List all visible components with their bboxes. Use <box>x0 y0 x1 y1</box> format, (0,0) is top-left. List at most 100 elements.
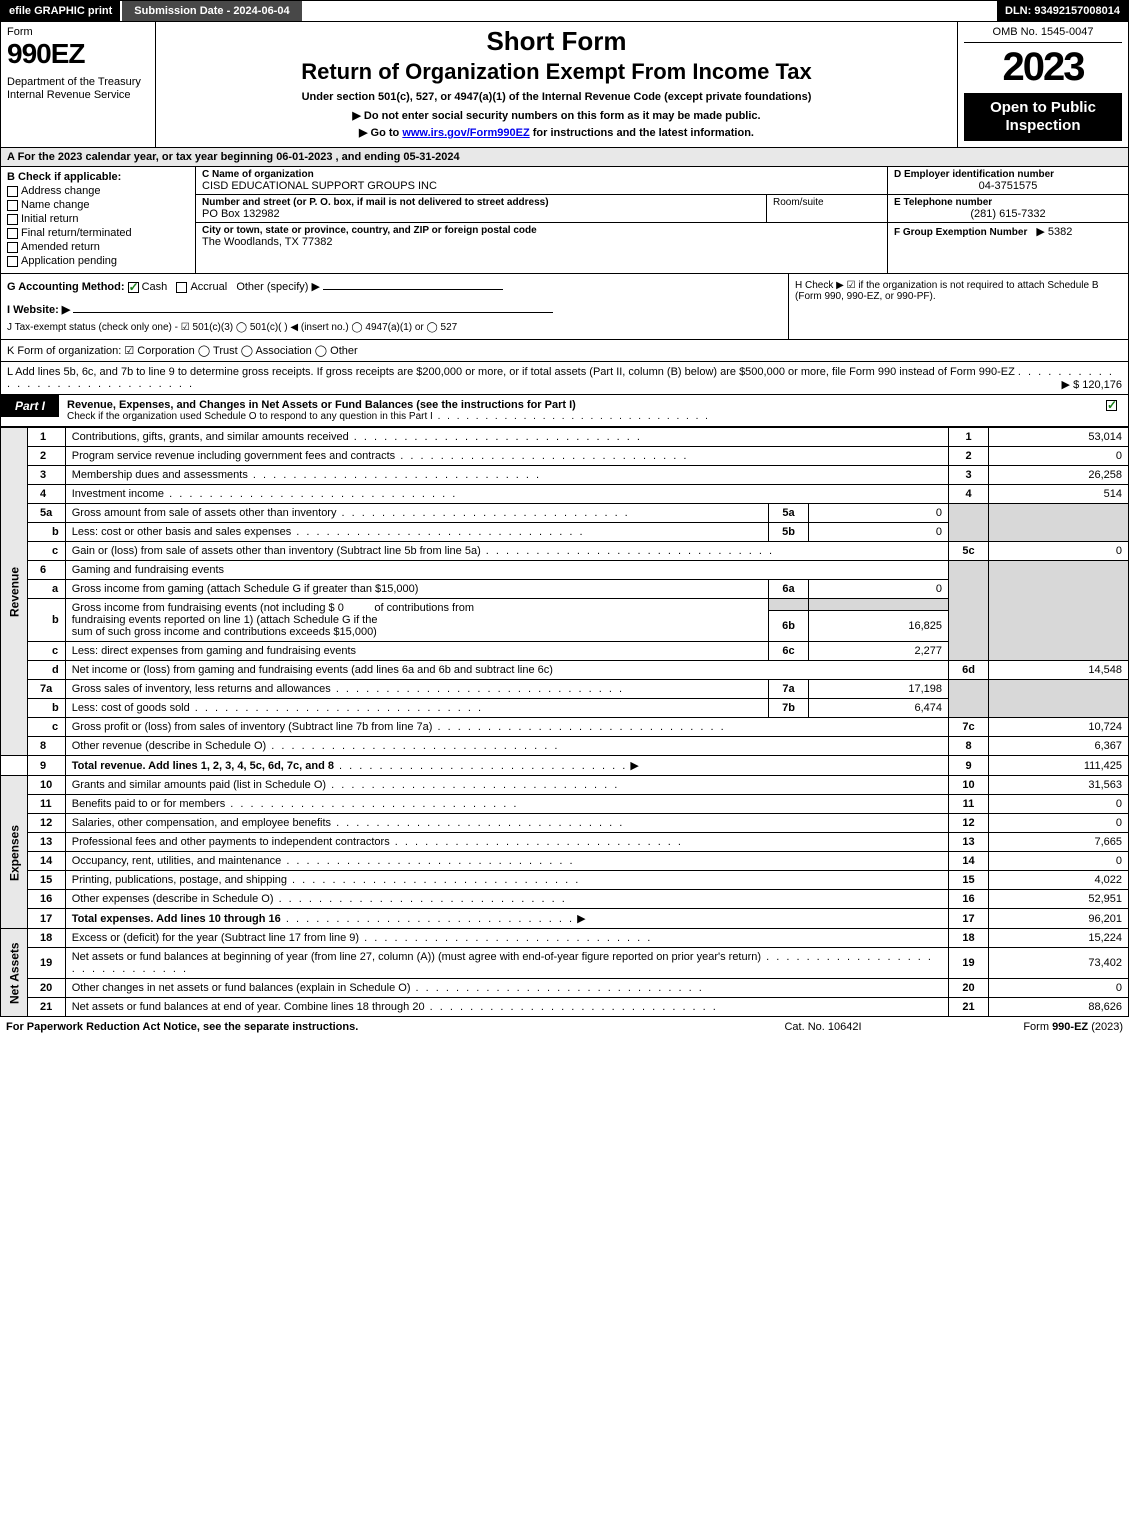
section-h: H Check ▶ ☑ if the organization is not r… <box>788 274 1128 339</box>
under-section-text: Under section 501(c), 527, or 4947(a)(1)… <box>164 91 949 103</box>
form-footer-label: Form 990-EZ (2023) <box>923 1021 1123 1033</box>
line-1: Revenue 1 Contributions, gifts, grants, … <box>1 428 1129 447</box>
group-exemption-value: ▶ 5382 <box>1036 226 1072 238</box>
line-14: 14Occupancy, rent, utilities, and mainte… <box>1 852 1129 871</box>
part-i-title: Revenue, Expenses, and Changes in Net As… <box>59 395 1098 426</box>
i-line: I Website: ▶ <box>7 303 782 316</box>
line-2: 2 Program service revenue including gove… <box>1 447 1129 466</box>
street-row: Number and street (or P. O. box, if mail… <box>196 195 887 223</box>
room-suite-cell: Room/suite <box>767 195 887 222</box>
line-9: 9 Total revenue. Add lines 1, 2, 3, 4, 5… <box>1 756 1129 776</box>
page-footer: For Paperwork Reduction Act Notice, see … <box>0 1017 1129 1037</box>
line-4: 4 Investment income 4 514 <box>1 485 1129 504</box>
line-10: Expenses 10 Grants and similar amounts p… <box>1 776 1129 795</box>
ck-name-change[interactable]: Name change <box>7 199 189 211</box>
submission-date-label: Submission Date - 2024-06-04 <box>120 1 303 21</box>
line-6: 6 Gaming and fundraising events <box>1 561 1129 580</box>
line-7c: c Gross profit or (loss) from sales of i… <box>1 718 1129 737</box>
top-bar: efile GRAPHIC print Submission Date - 20… <box>0 0 1129 22</box>
ein-value: 04-3751575 <box>894 180 1122 192</box>
cat-no: Cat. No. 10642I <box>723 1021 923 1033</box>
l-text: L Add lines 5b, 6c, and 7b to line 9 to … <box>7 366 1015 378</box>
g-label: G Accounting Method: <box>7 281 125 293</box>
ck-address-change[interactable]: Address change <box>7 185 189 197</box>
b-label: B Check if applicable: <box>7 171 189 183</box>
line-18: Net Assets 18 Excess or (deficit) for th… <box>1 929 1129 948</box>
header-left: Form 990EZ Department of the Treasury In… <box>1 22 156 147</box>
expenses-tab: Expenses <box>1 776 28 929</box>
j-line: J Tax-exempt status (check only one) - ☑… <box>7 322 782 333</box>
line-8: 8 Other revenue (describe in Schedule O)… <box>1 737 1129 756</box>
line-15: 15Printing, publications, postage, and s… <box>1 871 1129 890</box>
org-name-row: C Name of organization CISD EDUCATIONAL … <box>196 167 887 195</box>
room-label: Room/suite <box>773 197 824 208</box>
short-form-title: Short Form <box>164 26 949 57</box>
ck-amended-return[interactable]: Amended return <box>7 241 189 253</box>
phone-label: E Telephone number <box>894 197 1122 208</box>
line-5a: 5a Gross amount from sale of assets othe… <box>1 504 1129 523</box>
part-i-schedule-o-check[interactable] <box>1098 395 1128 415</box>
org-name-label: C Name of organization <box>202 169 881 180</box>
street-label: Number and street (or P. O. box, if mail… <box>202 197 760 208</box>
line-11: 11Benefits paid to or for members110 <box>1 795 1129 814</box>
topbar-spacer <box>304 1 997 21</box>
goto-link-line: ▶ Go to www.irs.gov/Form990EZ for instru… <box>164 126 949 139</box>
website-label: I Website: ▶ <box>7 304 70 316</box>
line-17: 17Total expenses. Add lines 10 through 1… <box>1 909 1129 929</box>
l-value: ▶ $ 120,176 <box>1062 378 1122 391</box>
street-cell: Number and street (or P. O. box, if mail… <box>196 195 767 222</box>
part-i-tab: Part I <box>1 395 59 417</box>
section-c-org-info: C Name of organization CISD EDUCATIONAL … <box>196 167 888 273</box>
form-number: 990EZ <box>7 38 149 70</box>
paperwork-notice: For Paperwork Reduction Act Notice, see … <box>6 1021 723 1033</box>
section-g-accounting: G Accounting Method: Cash Accrual Other … <box>1 274 788 339</box>
line-7a: 7a Gross sales of inventory, less return… <box>1 680 1129 699</box>
form-word: Form <box>7 26 149 38</box>
line-19: 19Net assets or fund balances at beginni… <box>1 948 1129 979</box>
phone-value: (281) 615-7332 <box>894 208 1122 220</box>
section-def: D Employer identification number 04-3751… <box>888 167 1128 273</box>
part-i-header: Part I Revenue, Expenses, and Changes in… <box>0 395 1129 427</box>
goto-prefix: ▶ Go to <box>359 127 402 139</box>
website-input-line[interactable] <box>73 312 553 313</box>
netassets-tab: Net Assets <box>1 929 28 1017</box>
other-specify-line[interactable] <box>323 289 503 290</box>
ck-application-pending[interactable]: Application pending <box>7 255 189 267</box>
line-20: 20Other changes in net assets or fund ba… <box>1 979 1129 998</box>
part-i-table: Revenue 1 Contributions, gifts, grants, … <box>0 427 1129 1017</box>
goto-suffix: for instructions and the latest informat… <box>530 127 754 139</box>
ck-final-return[interactable]: Final return/terminated <box>7 227 189 239</box>
ssn-warning: ▶ Do not enter social security numbers o… <box>164 109 949 122</box>
group-exemption-row: F Group Exemption Number ▶ 5382 <box>888 223 1128 273</box>
line-21: 21Net assets or fund balances at end of … <box>1 998 1129 1017</box>
section-k: K Form of organization: ☑ Corporation ◯ … <box>0 340 1129 362</box>
revenue-tab: Revenue <box>1 428 28 756</box>
ck-initial-return[interactable]: Initial return <box>7 213 189 225</box>
g-line: G Accounting Method: Cash Accrual Other … <box>7 280 782 293</box>
header-center: Short Form Return of Organization Exempt… <box>156 22 958 147</box>
org-name-value: CISD EDUCATIONAL SUPPORT GROUPS INC <box>202 180 881 192</box>
line-6d: d Net income or (loss) from gaming and f… <box>1 661 1129 680</box>
ck-cash[interactable] <box>128 282 139 293</box>
section-l: L Add lines 5b, 6c, and 7b to line 9 to … <box>0 362 1129 395</box>
return-title: Return of Organization Exempt From Incom… <box>164 59 949 85</box>
section-a-tax-year: A For the 2023 calendar year, or tax yea… <box>0 148 1129 167</box>
line-12: 12Salaries, other compensation, and empl… <box>1 814 1129 833</box>
line-13: 13Professional fees and other payments t… <box>1 833 1129 852</box>
line-16: 16Other expenses (describe in Schedule O… <box>1 890 1129 909</box>
omb-number: OMB No. 1545-0047 <box>964 26 1122 43</box>
header-right: OMB No. 1545-0047 2023 Open to Public In… <box>958 22 1128 147</box>
dept-label: Department of the Treasury Internal Reve… <box>7 76 149 102</box>
line-5c: c Gain or (loss) from sale of assets oth… <box>1 542 1129 561</box>
ck-accrual[interactable] <box>176 282 187 293</box>
row-gh: G Accounting Method: Cash Accrual Other … <box>0 274 1129 340</box>
open-public-badge: Open to Public Inspection <box>964 93 1122 141</box>
irs-link[interactable]: www.irs.gov/Form990EZ <box>402 127 529 139</box>
ein-label: D Employer identification number <box>894 169 1122 180</box>
section-b-checkboxes: B Check if applicable: Address change Na… <box>1 167 196 273</box>
group-exemption-label: F Group Exemption Number <box>894 227 1027 238</box>
efile-print-label[interactable]: efile GRAPHIC print <box>1 1 120 21</box>
phone-row: E Telephone number (281) 615-7332 <box>888 195 1128 223</box>
city-row: City or town, state or province, country… <box>196 223 887 250</box>
street-value: PO Box 132982 <box>202 208 760 220</box>
